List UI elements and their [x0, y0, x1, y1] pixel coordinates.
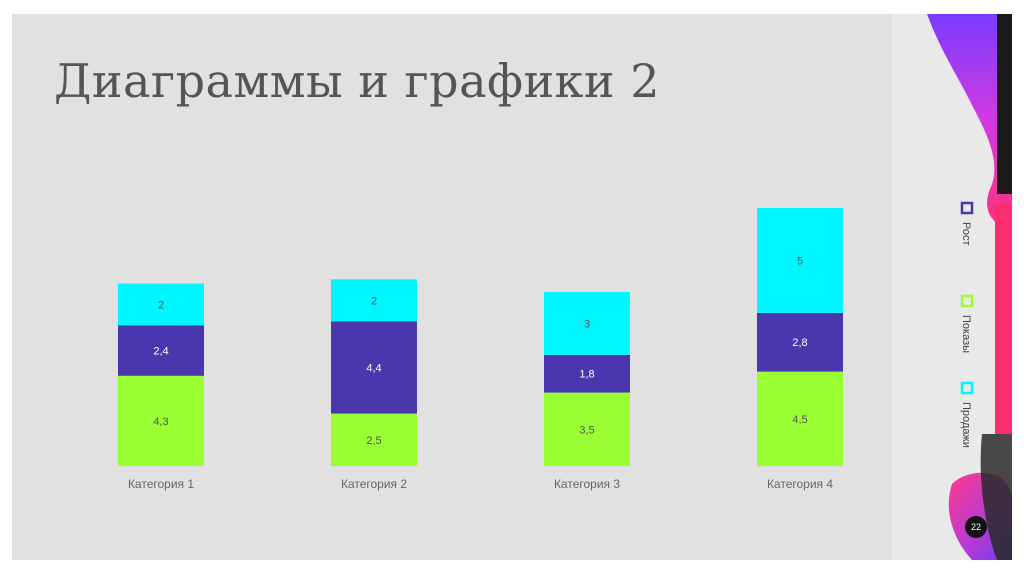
page-number: 22 — [965, 516, 987, 538]
slide: Диаграммы и графики 2 4,3 2,4 2 2,5 4,4 2 3,5 1… — [12, 14, 1012, 560]
data-label-2-series-1: 2,5 — [366, 435, 381, 447]
bar-2-series-3 — [331, 279, 417, 322]
bar-3-series-2 — [544, 354, 630, 393]
category-label-2: Категория 2 — [341, 477, 407, 491]
legend-label-2: Показы — [960, 315, 972, 353]
legend: Рост Показы Продажи — [960, 201, 974, 448]
category-label-3: Категория 3 — [554, 477, 620, 491]
bar-3-series-1 — [544, 392, 630, 466]
stacked-bar-chart: 4,3 2,4 2 2,5 4,4 2 3,5 1,8 3 4,5 2,8 5 Категория 1… — [118, 14, 1012, 560]
bar-4-series-3 — [757, 208, 843, 313]
data-label-3-series-2: 1,8 — [579, 369, 594, 381]
data-label-4-series-3: 5 — [797, 255, 803, 267]
legend-label-3: Продажи — [960, 402, 972, 448]
bar-1-series-2 — [118, 325, 204, 376]
data-label-2-series-3: 2 — [371, 295, 377, 307]
slide-title: Диаграммы и графики 2 — [54, 54, 660, 108]
bar-2-series-1 — [331, 413, 417, 466]
data-label-3-series-3: 3 — [584, 318, 590, 330]
legend-label-1: Рост — [960, 222, 972, 246]
bar-4-series-2 — [757, 312, 843, 372]
data-label-1-series-3: 2 — [158, 299, 164, 311]
category-label-1: Категория 1 — [128, 477, 194, 491]
category-label-4: Категория 4 — [767, 477, 833, 491]
bar-3-series-3 — [544, 291, 630, 355]
data-label-1-series-2: 2,4 — [153, 346, 168, 358]
bar-4-series-1 — [757, 371, 843, 466]
data-label-4-series-2: 2,8 — [792, 337, 807, 349]
data-label-1-series-1: 4,3 — [153, 416, 168, 428]
bars-group: 4,3 2,4 2 2,5 4,4 2 3,5 1,8 3 4,5 2,8 5 — [118, 208, 843, 466]
bar-2-series-2 — [331, 321, 417, 414]
legend-marker-1 — [960, 201, 974, 215]
data-label-3-series-1: 3,5 — [579, 424, 594, 436]
legend-marker-2 — [960, 294, 974, 308]
data-label-4-series-1: 4,5 — [792, 414, 807, 426]
category-labels: Категория 1 Категория 2 Категория 3 Категор… — [128, 477, 833, 491]
data-label-2-series-2: 4,4 — [366, 362, 381, 374]
legend-marker-3 — [960, 381, 974, 395]
decorative-edge — [892, 14, 1012, 560]
bar-1-series-1 — [118, 375, 204, 466]
bar-1-series-3 — [118, 283, 204, 326]
